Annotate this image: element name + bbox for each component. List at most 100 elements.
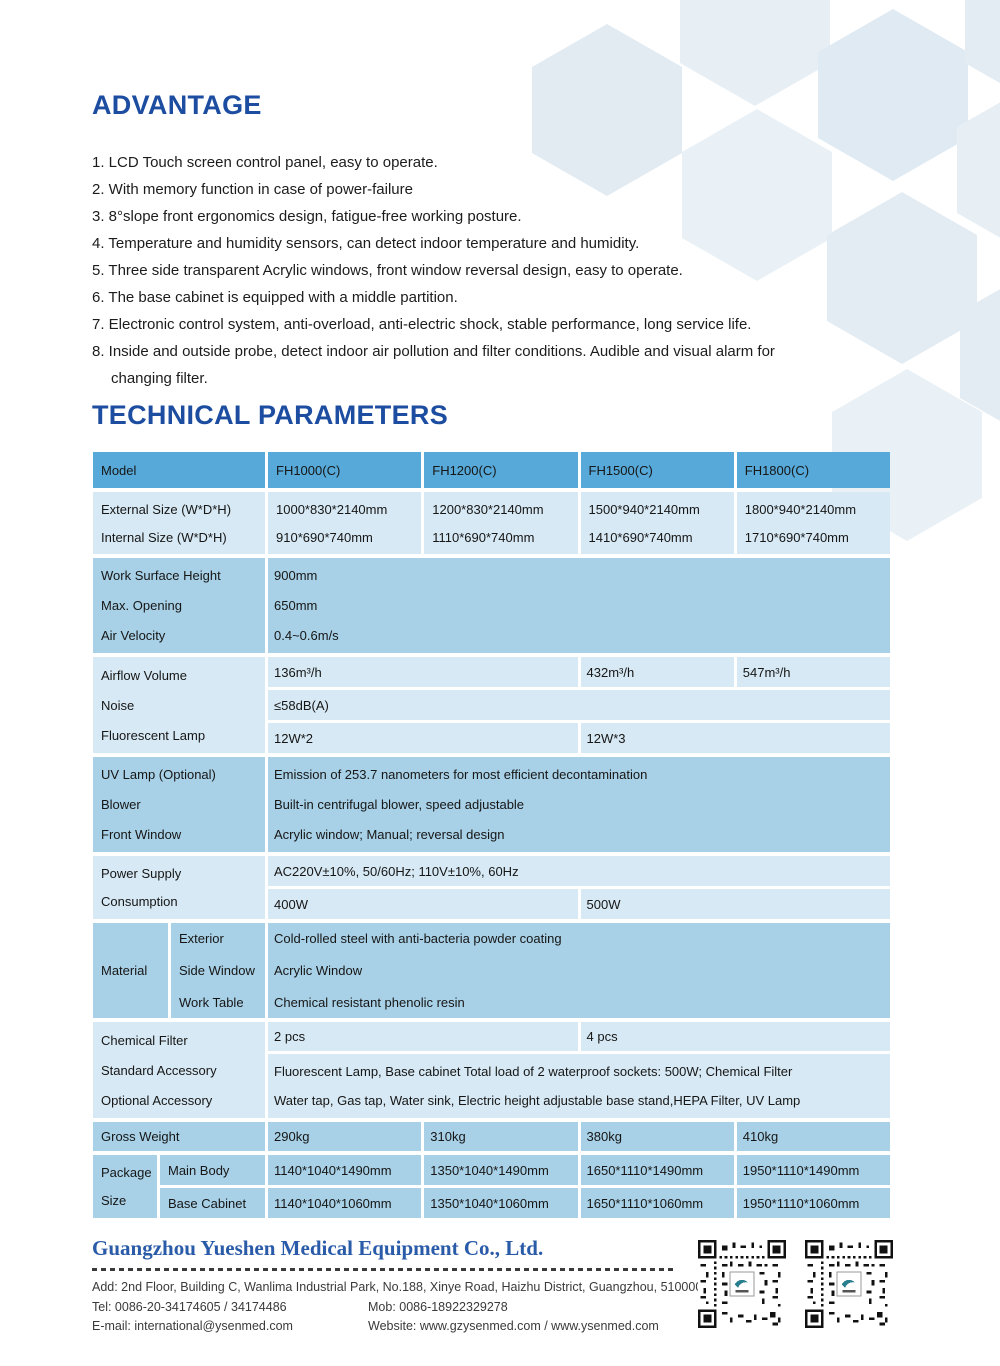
airflow-volume-value: 547m³/h (736, 657, 890, 687)
advantage-list: 1. LCD Touch screen control panel, easy … (92, 149, 834, 392)
row-label-gross-weight: Gross Weight (93, 1122, 265, 1151)
internal-size-value: 1710*690*740mm (744, 529, 849, 545)
dashed-divider (92, 1268, 674, 1271)
internal-size-value: 1110*690*740mm (432, 529, 535, 545)
gross-weight-value: 310kg (424, 1122, 578, 1151)
package-base-cabinet-label: Base Cabinet (160, 1188, 265, 1218)
max-opening-value: 650mm (274, 597, 318, 613)
row-label-model: Model (93, 452, 265, 488)
row-label-internal-size: Internal Size (W*D*H) (101, 529, 227, 545)
row-label-power-supply: Power Supply (101, 865, 182, 881)
qr-code-2 (805, 1240, 893, 1328)
material-exterior-value: Cold-rolled steel with anti-bacteria pow… (268, 923, 890, 955)
fluorescent-lamp-value: 12W*3 (580, 723, 890, 753)
gross-weight-value: 380kg (580, 1122, 734, 1151)
row-label-chemical-filter: Chemical Filter (101, 1032, 188, 1048)
row-label-material: Material (93, 923, 168, 1018)
material-side-window-label: Side Window (171, 954, 265, 987)
advantage-title: ADVANTAGE (92, 90, 262, 120)
material-work-table-value: Chemical resistant phenolic resin (268, 986, 890, 1018)
standard-accessory-value: Fluorescent Lamp, Base cabinet Total loa… (274, 1064, 793, 1079)
advantage-item-1: 1. LCD Touch screen control panel, easy … (92, 154, 438, 171)
noise-value: ≤58dB(A) (268, 690, 890, 720)
hexagon (818, 9, 968, 181)
table-row-airflow: Airflow Volume Noise Fluorescent Lamp 13… (93, 657, 890, 753)
hexagon (532, 24, 682, 196)
base-cabinet-size-value: 1140*1040*1060mm (268, 1188, 422, 1218)
advantage-item-6: 6. The base cabinet is equipped with a m… (92, 289, 458, 306)
material-side-window-value: Acrylic Window (268, 954, 890, 987)
external-size-value: 1800*940*2140mm (744, 501, 857, 517)
package-main-body-label: Main Body (160, 1155, 265, 1185)
external-size-value: 1200*830*2140mm (432, 501, 544, 517)
chemical-filter-value: 4 pcs (580, 1022, 890, 1051)
advantage-item-2: 2. With memory function in case of power… (92, 181, 413, 198)
row-label-optional-accessory: Optional Accessory (101, 1092, 213, 1108)
advantage-item-8: 8. Inside and outside probe, detect indo… (92, 343, 775, 387)
technical-parameters-table: Model FH1000(C) FH1200(C) FH1500(C) FH18… (93, 452, 890, 1218)
table-row-sizes: External Size (W*D*H) Internal Size (W*D… (93, 492, 890, 554)
table-row-power: Power Supply Consumption AC220V±10%, 50/… (93, 856, 890, 919)
model-value: FH1200(C) (424, 452, 578, 488)
external-size-value: 1000*830*2140mm (276, 501, 388, 517)
blower-value: Built-in centrifugal blower, speed adjus… (274, 796, 525, 812)
main-body-size-value: 1140*1040*1490mm (268, 1155, 422, 1185)
work-surface-height-value: 900mm (274, 568, 318, 584)
advantage-item-4: 4. Temperature and humidity sensors, can… (92, 235, 640, 252)
email-line: E-mail: international@ysenmed.com (92, 1319, 293, 1333)
airflow-volume-value: 136m³/h (268, 657, 578, 687)
main-body-size-value: 1650*1110*1490mm (580, 1155, 734, 1185)
table-row-uv-blower-window: UV Lamp (Optional) Blower Front Window E… (93, 757, 890, 852)
row-label-blower: Blower (101, 796, 141, 812)
row-label-external-size: External Size (W*D*H) (101, 501, 232, 517)
table-row-model: Model FH1000(C) FH1200(C) FH1500(C) FH18… (93, 452, 890, 488)
main-body-size-value: 1350*1040*1490mm (424, 1155, 578, 1185)
website-line: Website: www.gzysenmed.com / www.ysenmed… (368, 1319, 659, 1333)
material-work-table-label: Work Table (171, 986, 265, 1018)
power-supply-value: AC220V±10%, 50/60Hz; 110V±10%, 60Hz (268, 856, 890, 886)
model-value: FH1000(C) (268, 452, 422, 488)
address-line: Add: 2nd Floor, Building C, Wanlima Indu… (92, 1280, 736, 1294)
row-label-size: Size (101, 1193, 127, 1209)
advantage-item-5: 5. Three side transparent Acrylic window… (92, 262, 683, 279)
uv-lamp-value: Emission of 253.7 nanometers for most ef… (274, 767, 648, 783)
row-label-uv-lamp: UV Lamp (Optional) (101, 767, 216, 783)
consumption-value: 500W (580, 889, 890, 919)
footer: Guangzhou Yueshen Medical Equipment Co.,… (92, 1236, 908, 1337)
table-row-work-surface: Work Surface Height Max. Opening Air Vel… (93, 558, 890, 653)
front-window-value: Acrylic window; Manual; reversal design (274, 826, 505, 842)
consumption-value: 400W (268, 889, 578, 919)
material-exterior-label: Exterior (171, 923, 265, 955)
qr-code-1 (698, 1240, 786, 1328)
hexagon (682, 109, 832, 281)
internal-size-value: 1410*690*740mm (588, 529, 693, 545)
technical-parameters-title: TECHNICAL PARAMETERS (92, 400, 449, 430)
base-cabinet-size-value: 1350*1040*1060mm (424, 1188, 578, 1218)
advantage-item-3: 3. 8°slope front ergonomics design, fati… (92, 208, 522, 225)
tel-line: Tel: 0086-20-34174605 / 34174486 (92, 1299, 287, 1314)
gross-weight-value: 290kg (268, 1122, 422, 1151)
row-label-noise: Noise (101, 697, 135, 713)
table-row-gross-weight: Gross Weight 290kg 310kg 380kg 410kg (93, 1122, 890, 1151)
row-label-consumption: Consumption (101, 894, 178, 910)
advantage-item-7: 7. Electronic control system, anti-overl… (92, 316, 752, 333)
chemical-filter-value: 2 pcs (268, 1022, 578, 1051)
row-label-work-surface-height: Work Surface Height (101, 568, 221, 584)
table-row-package-size: Package Size Main Body Base Cabinet 1140… (93, 1155, 890, 1218)
table-row-filter-accessories: Chemical Filter Standard Accessory Optio… (93, 1022, 890, 1118)
row-label-standard-accessory: Standard Accessory (101, 1062, 217, 1078)
external-size-value: 1500*940*2140mm (588, 501, 700, 517)
gross-weight-value: 410kg (736, 1122, 890, 1151)
row-label-airflow-volume: Airflow Volume (101, 667, 187, 683)
model-value: FH1800(C) (736, 452, 890, 488)
base-cabinet-size-value: 1950*1110*1060mm (736, 1188, 890, 1218)
mobile-line: Mob: 0086-18922329278 (368, 1299, 508, 1314)
row-label-air-velocity: Air Velocity (101, 627, 166, 643)
row-label-front-window: Front Window (101, 826, 182, 842)
main-body-size-value: 1950*1110*1490mm (736, 1155, 890, 1185)
base-cabinet-size-value: 1650*1110*1060mm (580, 1188, 734, 1218)
internal-size-value: 910*690*740mm (276, 529, 373, 545)
company-name: Guangzhou Yueshen Medical Equipment Co.,… (92, 1236, 544, 1260)
fluorescent-lamp-value: 12W*2 (268, 723, 578, 753)
